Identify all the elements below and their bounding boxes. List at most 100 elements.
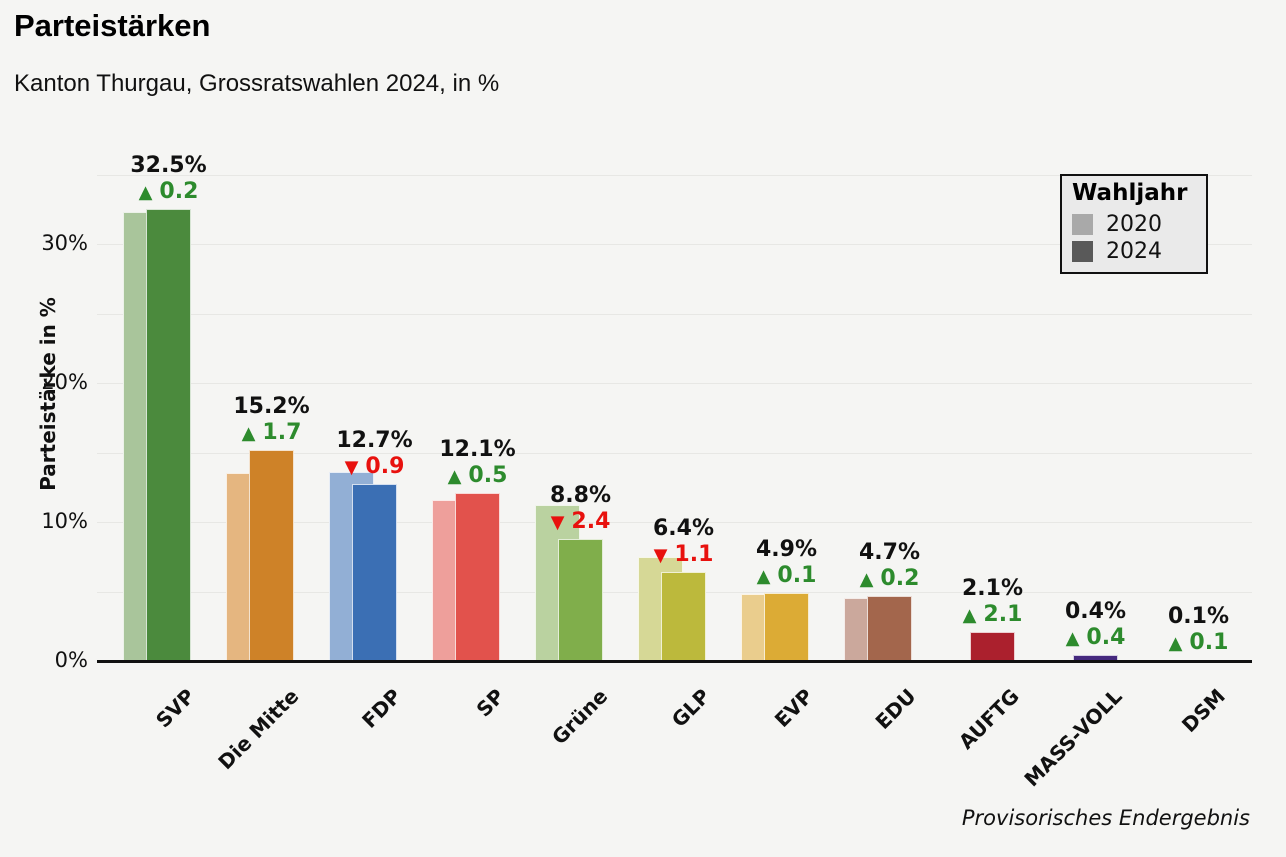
arrow-down-icon: ▼ <box>344 457 359 479</box>
change-label-evp: ▲ 0.1 <box>756 563 817 590</box>
value-label-svp: 32.5% <box>130 153 207 179</box>
bar-2024-evp <box>764 592 809 663</box>
label-group-fdp: 12.7% ▼ 0.9 <box>336 428 412 481</box>
y-axis-title: Parteistärke in % <box>36 297 60 491</box>
change-label-fdp: ▼ 0.9 <box>336 454 412 481</box>
legend-title: Wahljahr <box>1072 180 1188 206</box>
change-value: 1.7 <box>262 419 302 445</box>
change-label-sp: ▲ 0.5 <box>439 463 515 490</box>
label-group-edu: 4.7% ▲ 0.2 <box>859 540 920 593</box>
bar-2024-fdp <box>352 484 397 663</box>
label-group-auftg: 2.1% ▲ 2.1 <box>962 576 1023 629</box>
gridline-25pct <box>97 313 1252 315</box>
gridline-35pct <box>97 174 1252 176</box>
value-label-evp: 4.9% <box>755 536 818 562</box>
label-group-evp: 4.9% ▲ 0.1 <box>756 537 817 590</box>
change-label-die-mitte: ▲ 1.7 <box>233 420 309 447</box>
legend-swatch-2024-icon <box>1072 241 1093 262</box>
arrow-up-icon: ▲ <box>1065 628 1080 650</box>
value-label-sp: 12.1% <box>439 436 516 462</box>
value-label-fdp: 12.7% <box>336 428 413 454</box>
bar-2024-svp <box>146 209 191 663</box>
change-label-grune: ▼ 2.4 <box>550 509 611 536</box>
y-tick-label-30: 30% <box>41 231 88 255</box>
label-group-svp: 32.5% ▲ 0.2 <box>130 153 206 206</box>
arrow-up-icon: ▲ <box>138 182 153 204</box>
label-group-grune: 8.8% ▼ 2.4 <box>550 483 611 536</box>
legend: Wahljahr 2020 2024 <box>1060 174 1208 274</box>
x-tick-label-grune: Grüne <box>546 684 612 750</box>
x-tick-label-die-mitte: Die Mitte <box>212 684 303 775</box>
label-group-sp: 12.1% ▲ 0.5 <box>439 437 515 490</box>
chart-title: Parteistärken <box>14 8 211 43</box>
footnote: Provisorisches Endergebnis <box>961 806 1250 830</box>
x-tick-label-evp: EVP <box>770 684 818 732</box>
x-tick-label-glp: GLP <box>667 684 715 732</box>
arrow-up-icon: ▲ <box>859 568 874 590</box>
arrow-up-icon: ▲ <box>962 604 977 626</box>
change-value: 0.2 <box>159 179 199 205</box>
value-label-auftg: 2.1% <box>961 575 1024 601</box>
arrow-up-icon: ▲ <box>447 465 462 487</box>
value-label-grune: 8.8% <box>549 482 612 508</box>
change-value: 0.1 <box>1189 629 1229 655</box>
change-label-dsm: ▲ 0.1 <box>1168 630 1229 657</box>
change-label-edu: ▲ 0.2 <box>859 566 920 593</box>
change-value: 0.4 <box>1086 625 1126 651</box>
change-label-glp: ▼ 1.1 <box>653 542 714 569</box>
gridline-10pct <box>97 522 1252 523</box>
bar-2024-glp <box>661 572 706 663</box>
bar-2024-die-mitte <box>249 449 294 663</box>
change-value: 2.4 <box>571 508 611 534</box>
label-group-mass-voll: 0.4% ▲ 0.4 <box>1065 599 1126 652</box>
bar-2024-sp <box>455 492 500 663</box>
label-group-dsm: 0.1% ▲ 0.1 <box>1168 604 1229 657</box>
value-label-die-mitte: 15.2% <box>233 393 310 419</box>
legend-swatch-2020-icon <box>1072 214 1093 235</box>
value-label-edu: 4.7% <box>858 539 921 565</box>
gridline-30pct <box>97 244 1252 245</box>
x-tick-label-svp: SVP <box>151 684 200 733</box>
bar-2024-edu <box>867 595 912 663</box>
value-label-glp: 6.4% <box>652 516 715 542</box>
label-group-die-mitte: 15.2% ▲ 1.7 <box>233 394 309 447</box>
x-tick-label-dsm: DSM <box>1176 684 1230 737</box>
change-value: 0.2 <box>880 565 920 591</box>
x-tick-label-sp: SP <box>471 684 509 722</box>
change-value: 0.9 <box>365 454 405 480</box>
y-tick-label-20: 20% <box>41 370 88 394</box>
change-value: 0.1 <box>777 562 817 588</box>
y-tick-label-0: 0% <box>54 648 88 672</box>
legend-label-2020: 2020 <box>1106 212 1162 237</box>
arrow-down-icon: ▼ <box>653 545 668 567</box>
change-value: 2.1 <box>983 601 1023 627</box>
change-value: 0.5 <box>468 462 508 488</box>
change-value: 1.1 <box>674 542 714 568</box>
x-tick-label-fdp: FDP <box>357 684 406 733</box>
value-label-mass-voll: 0.4% <box>1064 599 1127 625</box>
bar-2024-grune <box>558 538 603 663</box>
legend-item-2020: 2020 <box>1072 212 1196 237</box>
x-tick-label-edu: EDU <box>871 684 921 734</box>
y-tick-label-10: 10% <box>41 509 88 533</box>
legend-label-2024: 2024 <box>1106 239 1162 264</box>
gridline-20pct <box>97 383 1252 384</box>
arrow-up-icon: ▲ <box>241 422 256 444</box>
change-label-svp: ▲ 0.2 <box>130 179 206 206</box>
bar-2024-auftg <box>970 631 1015 663</box>
x-axis-line <box>97 660 1252 663</box>
label-group-glp: 6.4% ▼ 1.1 <box>653 516 714 569</box>
arrow-up-icon: ▲ <box>1168 632 1183 654</box>
x-tick-label-auftg: AUFTG <box>954 684 1024 754</box>
change-label-auftg: ▲ 2.1 <box>962 602 1023 629</box>
arrow-down-icon: ▼ <box>550 511 565 533</box>
legend-item-2024: 2024 <box>1072 239 1196 264</box>
value-label-dsm: 0.1% <box>1167 603 1230 629</box>
chart-subtitle: Kanton Thurgau, Grossratswahlen 2024, in… <box>14 70 500 97</box>
arrow-up-icon: ▲ <box>756 565 771 587</box>
change-label-mass-voll: ▲ 0.4 <box>1065 625 1126 652</box>
x-tick-label-mass-voll: MASS-VOLL <box>1019 684 1127 792</box>
gridline-15pct <box>97 452 1252 454</box>
